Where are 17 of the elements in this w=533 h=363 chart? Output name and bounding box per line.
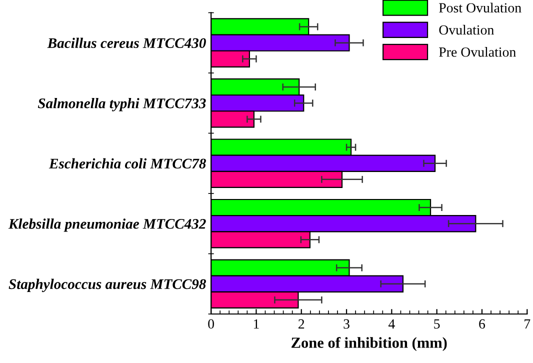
y-tick-label: Salmonella typhi MTCC733 xyxy=(38,98,206,112)
x-tick-label: 1 xyxy=(254,319,259,328)
x-tick-label: 5 xyxy=(434,319,440,329)
x-tick-label: 0 xyxy=(208,319,214,329)
x-axis-title: Zone of inhibition (mm) xyxy=(292,337,447,352)
x-tick-label: 7 xyxy=(524,319,530,328)
y-tick-label: Escherichia coli MTCC78 xyxy=(48,158,206,169)
legend-label: Post Ovulation xyxy=(439,2,522,13)
x-tick-label: 3 xyxy=(344,319,350,329)
y-tick-label: Bacillus cereus MTCC430 xyxy=(47,38,206,48)
legend-label: Ovulation xyxy=(439,24,494,35)
legend-label: Pre Ovulation xyxy=(439,47,516,57)
y-tick-label: Klebsilla pneumoniae MTCC432 xyxy=(8,218,206,232)
x-tick-label: 4 xyxy=(388,319,395,328)
x-tick-label: 2 xyxy=(298,319,304,328)
x-tick-label: 6 xyxy=(479,319,486,329)
y-tick-label: Staphylococcus aureus MTCC98 xyxy=(8,278,206,292)
